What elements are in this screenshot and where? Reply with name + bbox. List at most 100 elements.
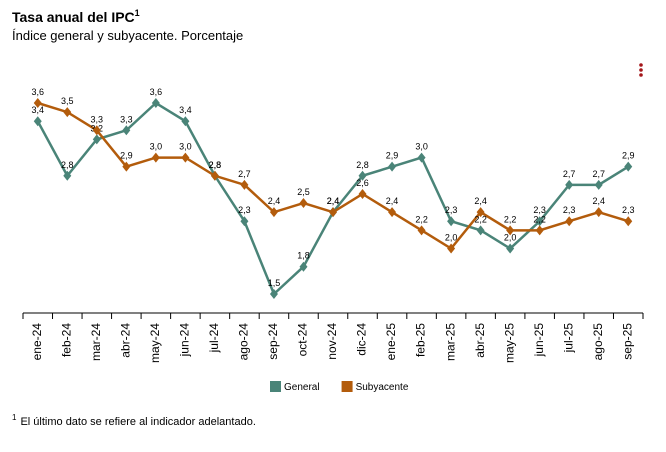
data-label: 1,8	[297, 251, 310, 261]
x-tick-label: jun-24	[178, 323, 192, 358]
title-note-mark: 1	[135, 8, 140, 18]
data-label: 2,0	[445, 233, 458, 243]
marker	[594, 179, 603, 190]
legend-swatch	[341, 381, 353, 392]
marker	[92, 134, 101, 145]
marker	[624, 161, 633, 172]
data-label: 2,8	[356, 160, 369, 170]
marker	[506, 243, 515, 254]
data-label: 2,4	[592, 196, 605, 206]
x-tick-label: ago-25	[591, 323, 605, 361]
data-label: 3,3	[91, 114, 104, 124]
marker	[33, 116, 42, 127]
data-label: 2,3	[238, 205, 251, 215]
x-tick-label: nov-24	[325, 323, 339, 360]
x-tick-label: ago-24	[237, 323, 251, 361]
legend-label: Subyacente	[356, 382, 409, 393]
marker	[240, 216, 249, 227]
data-label: 3,4	[179, 105, 192, 115]
footnote-mark: 1	[12, 413, 17, 422]
marker	[151, 152, 160, 163]
marker	[594, 207, 603, 218]
data-label: 2,5	[297, 187, 310, 197]
data-label: 2,7	[592, 169, 605, 179]
data-label: 3,6	[32, 87, 45, 97]
data-label: 3,3	[120, 114, 133, 124]
data-label: 2,4	[327, 196, 340, 206]
legend-label: General	[284, 382, 320, 393]
data-label: 2,9	[622, 151, 635, 161]
x-tick-label: sep-24	[266, 323, 280, 360]
x-tick-label: abr-24	[119, 323, 133, 358]
x-tick-label: jun-25	[532, 323, 546, 358]
marker	[269, 289, 278, 299]
marker	[624, 216, 633, 227]
data-label: 3,0	[179, 142, 192, 152]
data-label: 2,6	[356, 178, 369, 188]
marker	[535, 216, 544, 227]
data-label: 2,8	[209, 160, 222, 170]
x-tick-label: mar-24	[89, 323, 103, 361]
data-label: 2,3	[563, 205, 576, 215]
marker	[506, 225, 515, 236]
data-label: 2,4	[268, 196, 281, 206]
chart-title: Tasa anual del IPC1	[12, 8, 140, 25]
marker	[240, 179, 249, 190]
marker	[417, 152, 426, 163]
menu-icon[interactable]	[639, 63, 643, 77]
marker	[388, 207, 397, 218]
x-tick-label: feb-25	[414, 323, 428, 357]
data-label: 3,0	[150, 142, 163, 152]
data-label: 2,3	[533, 205, 546, 215]
x-tick-label: abr-25	[473, 323, 487, 358]
x-tick-label: oct-24	[296, 323, 310, 357]
data-label: 2,7	[563, 169, 576, 179]
data-label: 2,9	[120, 151, 133, 161]
marker	[151, 98, 160, 108]
marker	[122, 161, 131, 172]
x-tick-label: may-25	[502, 323, 516, 363]
marker	[388, 161, 397, 172]
data-label: 2,9	[386, 151, 399, 161]
marker	[535, 225, 544, 236]
x-tick-label: may-24	[148, 323, 162, 363]
marker	[417, 225, 426, 236]
x-tick-label: ene-24	[30, 323, 44, 361]
marker	[447, 216, 456, 227]
marker	[565, 179, 574, 190]
marker	[476, 225, 485, 236]
marker	[63, 107, 72, 118]
marker	[447, 243, 456, 254]
data-label: 3,0	[415, 142, 428, 152]
data-label: 3,4	[32, 105, 45, 115]
data-label: 2,0	[504, 233, 517, 243]
marker	[358, 188, 367, 199]
marker	[181, 116, 190, 127]
marker	[299, 198, 308, 209]
x-tick-label: dic-24	[355, 323, 369, 356]
x-tick-label: sep-25	[620, 323, 634, 360]
data-label: 2,3	[445, 205, 458, 215]
x-tick-label: mar-25	[443, 323, 457, 361]
chart-subtitle: Índice general y subyacente. Porcentaje	[12, 28, 243, 43]
legend-swatch	[270, 381, 281, 392]
title-text: Tasa anual del IPC	[12, 9, 135, 25]
x-tick-label: jul-25	[561, 323, 575, 354]
marker	[122, 125, 131, 136]
data-label: 2,8	[61, 160, 74, 170]
data-label: 2,7	[238, 169, 251, 179]
marker	[269, 207, 278, 218]
data-label: 3,6	[150, 87, 163, 97]
footnote: 1 El último dato se refiere al indicador …	[12, 413, 256, 428]
data-label: 2,3	[622, 205, 635, 215]
footnote-text: El último dato se refiere al indicador a…	[20, 416, 255, 428]
data-label: 2,4	[386, 196, 399, 206]
marker	[565, 216, 574, 227]
marker	[63, 170, 72, 181]
data-label: 3,5	[61, 96, 74, 106]
data-label: 2,2	[474, 214, 487, 224]
x-tick-label: ene-25	[384, 323, 398, 361]
x-tick-label: feb-24	[59, 323, 73, 357]
